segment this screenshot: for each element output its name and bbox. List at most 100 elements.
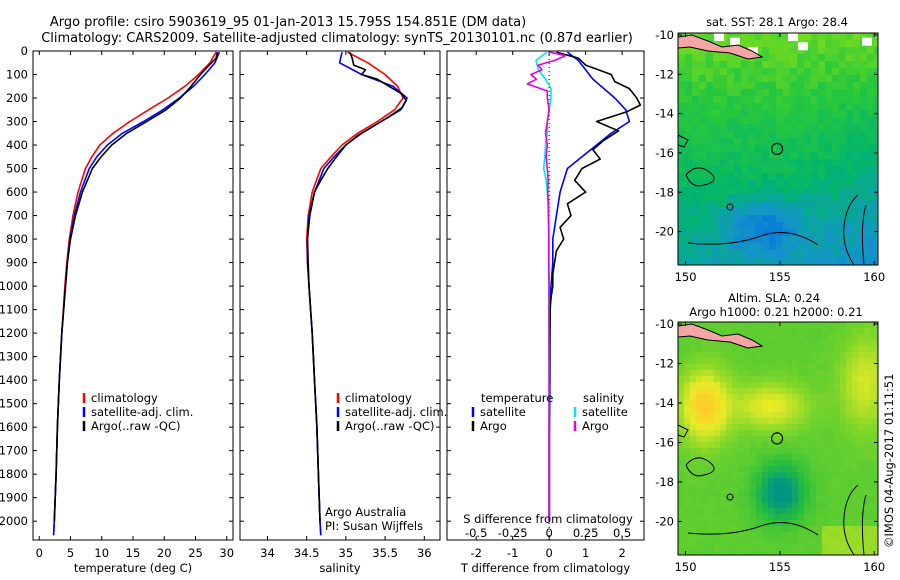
- map-cell: [762, 159, 770, 167]
- map-cell: [811, 222, 819, 230]
- map-cell: [870, 496, 877, 503]
- map-cell: [792, 382, 799, 389]
- map-cell: [774, 490, 781, 497]
- map-cell: [874, 89, 879, 97]
- map-cell: [832, 166, 840, 174]
- y-tick-label: -18: [655, 185, 674, 199]
- map-cell: [852, 322, 859, 329]
- map-cell: [816, 514, 823, 521]
- map-cell: [699, 201, 707, 209]
- map-cell: [713, 40, 721, 48]
- map-cell: [748, 194, 756, 202]
- map-cell: [756, 436, 763, 443]
- map-cell: [786, 340, 793, 347]
- map-cell: [727, 117, 735, 125]
- s-tick-label: -0.5: [465, 526, 487, 540]
- map-cell: [798, 352, 805, 359]
- map-cell: [853, 61, 861, 69]
- map-cell: [853, 40, 861, 48]
- map-cell: [864, 526, 871, 533]
- map-cell: [804, 382, 811, 389]
- map-cell: [840, 460, 847, 467]
- map-cell: [727, 124, 735, 132]
- map-cell: [846, 152, 854, 160]
- map-cell: [713, 159, 721, 167]
- map-cell: [810, 376, 817, 383]
- map-cell: [792, 466, 799, 473]
- map-cell: [684, 418, 691, 425]
- map-cell: [846, 75, 854, 83]
- map-cell: [780, 340, 787, 347]
- map-cell: [818, 124, 826, 132]
- map-cell: [732, 454, 739, 461]
- map-cell: [860, 166, 868, 174]
- map-cell: [822, 502, 829, 509]
- map-cell: [811, 40, 819, 48]
- map-cell: [864, 484, 871, 491]
- map-cell: [822, 388, 829, 395]
- map-cell: [750, 394, 757, 401]
- map-cell: [678, 532, 685, 539]
- map-cell: [832, 131, 840, 139]
- map-cell: [776, 75, 784, 83]
- map-cell: [774, 544, 781, 551]
- map-cell: [755, 229, 763, 237]
- map-cell: [738, 442, 745, 449]
- map-cell: [708, 544, 715, 551]
- map-cell: [734, 145, 742, 153]
- map-cell: [804, 328, 811, 335]
- map-cell: [846, 352, 853, 359]
- map-cell: [734, 117, 742, 125]
- map-cell: [769, 117, 777, 125]
- map-cell: [762, 61, 770, 69]
- map-cell: [834, 412, 841, 419]
- map-cell: [702, 550, 709, 556]
- map-cell: [816, 418, 823, 425]
- map-cell: [834, 418, 841, 425]
- map-cell: [720, 89, 728, 97]
- map-cell: [804, 496, 811, 503]
- map-cell: [780, 328, 787, 335]
- map-cell: [786, 526, 793, 533]
- map-cell: [714, 388, 721, 395]
- map-cell: [714, 514, 721, 521]
- map-cell: [727, 187, 735, 195]
- map-cell: [702, 376, 709, 383]
- map-cell: [840, 376, 847, 383]
- bathymetry-contour: [687, 232, 819, 246]
- map-cell: [732, 424, 739, 431]
- map-cell: [726, 418, 733, 425]
- map-cell: [786, 376, 793, 383]
- map-cell: [769, 173, 777, 181]
- map-cell: [816, 532, 823, 539]
- map-cell: [702, 496, 709, 503]
- map-cell: [832, 61, 840, 69]
- map-cell: [860, 229, 868, 237]
- map-cell: [744, 550, 751, 556]
- map-cell: [816, 400, 823, 407]
- map-cell: [727, 173, 735, 181]
- map-cell: [780, 460, 787, 467]
- map-cell: [774, 382, 781, 389]
- map-cell: [798, 508, 805, 515]
- legend-label: climatology: [91, 391, 158, 405]
- map-cell: [738, 358, 745, 365]
- map-cell: [822, 484, 829, 491]
- map-cell: [774, 334, 781, 341]
- map-cell: [738, 514, 745, 521]
- map-cell: [692, 222, 700, 230]
- map-cell: [876, 514, 879, 521]
- map-cell: [738, 328, 745, 335]
- map-cell: [864, 340, 871, 347]
- map-cell: [748, 229, 756, 237]
- map-cell: [741, 110, 749, 118]
- map-cell: [696, 340, 703, 347]
- map-cell: [755, 40, 763, 48]
- map-cell: [832, 47, 840, 55]
- map-cell: [853, 33, 861, 41]
- map-cell: [818, 222, 826, 230]
- map-cell: [792, 526, 799, 533]
- map-cell: [708, 454, 715, 461]
- map-cell: [768, 322, 775, 329]
- map-cell: [714, 454, 721, 461]
